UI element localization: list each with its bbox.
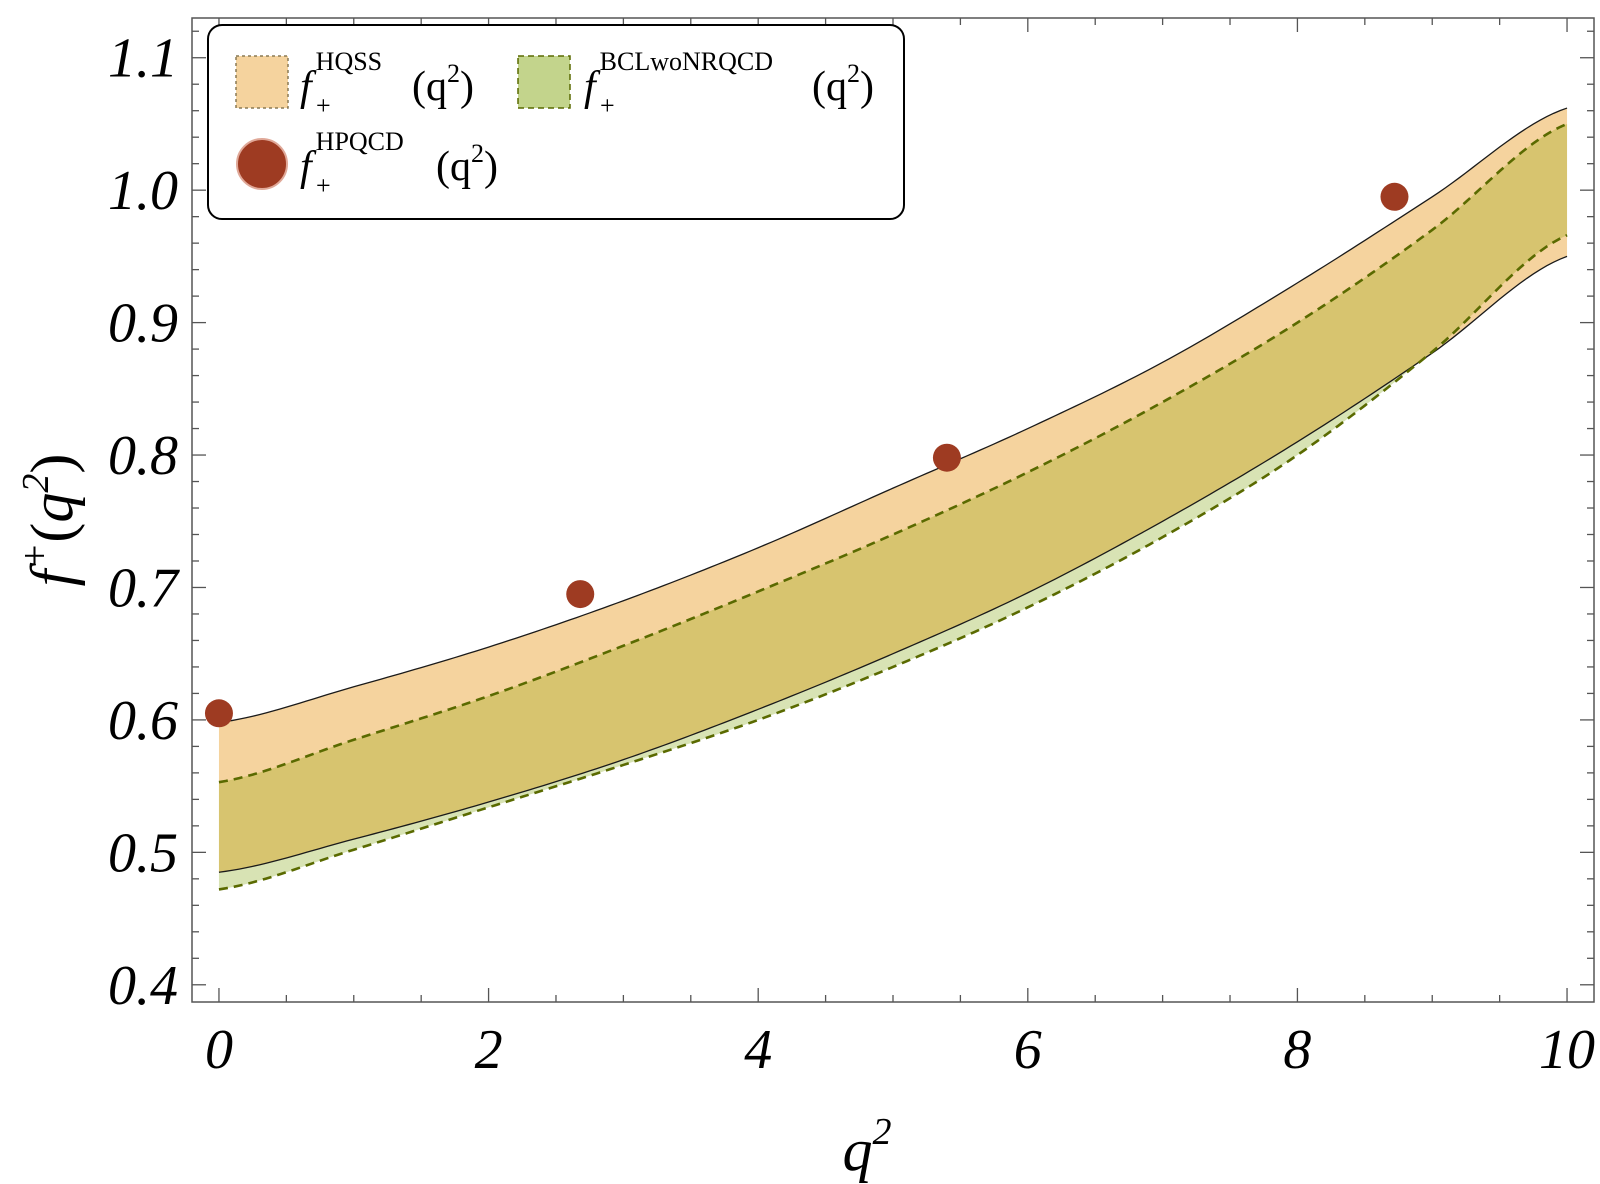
legend-hpqcd-arg: (q xyxy=(436,144,471,190)
y-tick-label: 0.7 xyxy=(108,557,180,619)
x-tick-label: 0 xyxy=(205,1019,233,1081)
band-hqss-upper-edge xyxy=(218,107,1568,724)
hpqcd-points xyxy=(204,182,1409,728)
legend-hqss-arg: (q xyxy=(412,64,447,110)
legend-box xyxy=(207,24,905,220)
legend-bcl-arg-sup: 2 xyxy=(847,59,860,88)
y-tick-label: 0.6 xyxy=(108,690,178,752)
hpqcd-point xyxy=(1380,182,1409,211)
x-tick-label: 10 xyxy=(1539,1019,1595,1081)
y-tick-label: 0.5 xyxy=(108,822,178,884)
y-axis-title: f+(q2) xyxy=(12,454,85,587)
x-tick-label: 8 xyxy=(1283,1019,1311,1081)
legend-hpqcd-sup: HPQCD xyxy=(316,127,404,156)
legend-bcl-sup: BCLwoNRQCD xyxy=(600,47,773,76)
y-tick-label: 1.1 xyxy=(108,28,178,90)
hpqcd-point xyxy=(204,699,233,728)
legend-hqss-arg-sup: 2 xyxy=(447,59,460,88)
legend-bcl-close: ) xyxy=(860,64,874,110)
x-axis-title: q2 xyxy=(843,1111,892,1183)
y-tick-label: 0.4 xyxy=(108,955,178,1017)
legend-hpqcd-sub: + xyxy=(316,171,331,200)
hpqcd-point xyxy=(932,443,961,472)
legend-swatch-hpqcd xyxy=(236,138,288,190)
legend-bcl-sub: + xyxy=(600,91,615,120)
x-tick-label: 4 xyxy=(744,1019,772,1081)
y-tick-label: 1.0 xyxy=(108,160,178,222)
x-axis-title-sup: 2 xyxy=(873,1111,892,1153)
legend-hpqcd-arg-sup: 2 xyxy=(471,139,484,168)
band-hqss-lower-edge xyxy=(218,255,1568,873)
band-bcl-lower-edge xyxy=(218,234,1568,891)
y-axis-title-pre-sup: + xyxy=(12,543,57,570)
x-tick-label: 2 xyxy=(475,1019,503,1081)
hpqcd-point xyxy=(566,580,595,609)
y-tick-label: 0.9 xyxy=(108,293,178,355)
y-axis-title-base: q xyxy=(19,493,85,523)
legend-swatch-hqss xyxy=(235,55,289,109)
legend: fHQSS + (q2) fBCLwoNRQCD + (q2) fHPQCD + (q2) xyxy=(207,24,905,220)
x-ticks: 0 2 4 6 8 10 xyxy=(205,18,1595,1081)
y-axis-title-sup: 2 xyxy=(15,474,57,493)
y-axis-title-close: ) xyxy=(19,454,85,474)
x-tick-label: 6 xyxy=(1014,1019,1042,1081)
y-tick-label: 0.8 xyxy=(108,425,178,487)
legend-swatch-bcl xyxy=(517,55,571,109)
x-axis-title-base: q xyxy=(843,1117,873,1183)
legend-hpqcd-close: ) xyxy=(484,144,498,190)
legend-hqss-sub: + xyxy=(316,91,331,120)
y-axis-title-open: ( xyxy=(19,523,85,543)
legend-bcl-arg: (q xyxy=(812,64,847,110)
plot-area xyxy=(204,107,1568,891)
legend-hqss-sup: HQSS xyxy=(316,47,382,76)
legend-hqss-close: ) xyxy=(460,64,474,110)
y-ticks: 0.4 0.5 0.6 0.7 0.8 0.9 1.0 1.1 xyxy=(108,28,1594,1017)
